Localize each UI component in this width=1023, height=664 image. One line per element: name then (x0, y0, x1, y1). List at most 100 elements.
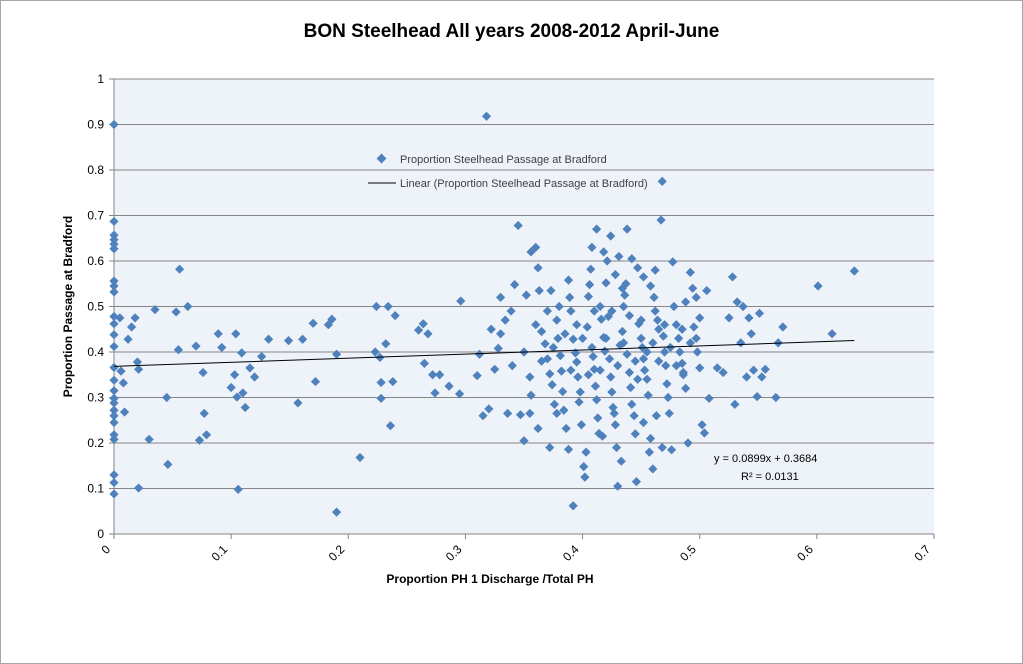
data-point (119, 407, 130, 417)
data-point (283, 336, 294, 346)
data-point (570, 348, 581, 358)
data-point (109, 477, 119, 488)
data-point (233, 484, 243, 495)
data-point (617, 283, 627, 293)
data-point (576, 420, 586, 430)
data-point (495, 329, 506, 339)
data-point (503, 408, 513, 419)
data-point (601, 278, 611, 288)
data-point (738, 301, 748, 312)
data-point (191, 341, 201, 351)
data-point (563, 275, 574, 285)
data-point (456, 296, 466, 306)
data-point (643, 390, 653, 400)
data-point (659, 347, 670, 357)
data-point (257, 351, 267, 362)
data-point (552, 315, 562, 325)
y-tick-label: 0.2 (87, 436, 104, 450)
data-point (600, 346, 610, 356)
data-point (827, 329, 837, 339)
data-point (109, 411, 119, 421)
data-point (506, 306, 516, 316)
data-point (132, 357, 143, 367)
data-point (547, 380, 557, 390)
x-tick-label: 0.5 (677, 542, 699, 564)
data-point (198, 367, 208, 378)
data-point (521, 290, 531, 300)
data-point (109, 281, 119, 291)
data-point (444, 381, 454, 391)
data-point (661, 361, 671, 371)
data-point (589, 306, 599, 316)
data-point (238, 388, 248, 398)
data-point (519, 436, 529, 446)
data-point (230, 370, 240, 380)
trendline-r-squared: R² = 0.0131 (741, 471, 799, 483)
data-point (685, 267, 695, 277)
data-point (484, 404, 494, 414)
data-point (642, 374, 652, 384)
data-point (638, 354, 649, 364)
data-point (638, 417, 649, 428)
data-point (652, 315, 663, 325)
data-point (376, 393, 386, 404)
data-point (575, 387, 585, 397)
data-point (580, 472, 590, 482)
data-point (592, 224, 602, 234)
data-point (648, 464, 658, 474)
data-point (609, 408, 619, 419)
data-point (629, 411, 639, 421)
data-point (390, 311, 400, 321)
y-tick-label: 0.6 (87, 254, 104, 268)
data-point (749, 365, 759, 375)
data-point (659, 320, 670, 330)
data-point (638, 272, 649, 282)
data-point (697, 420, 707, 430)
data-point (650, 265, 660, 275)
data-point (593, 413, 603, 423)
data-point (293, 398, 303, 408)
legend-label-trendline: Linear (Proportion Steelhead Passage at … (400, 178, 648, 190)
data-point (760, 364, 770, 374)
data-point (583, 370, 594, 380)
data-point (627, 399, 637, 409)
data-point (474, 349, 485, 359)
data-point (650, 306, 660, 316)
data-point (566, 365, 576, 375)
legend: Proportion Steelhead Passage at Bradford… (368, 153, 648, 190)
data-point (370, 347, 380, 357)
data-point (323, 320, 333, 330)
data-point (588, 351, 598, 362)
x-axis-title: Proportion PH 1 Discharge /Total PH (386, 572, 593, 586)
data-point (663, 392, 673, 403)
data-point (536, 356, 547, 366)
data-point (383, 301, 393, 312)
y-tick-label: 0 (97, 527, 104, 541)
data-point (754, 308, 765, 318)
data-point (560, 329, 570, 339)
data-point (566, 306, 576, 316)
y-tick-label: 0.5 (87, 300, 104, 314)
data-point (534, 285, 544, 296)
data-point (636, 333, 646, 343)
data-point (624, 367, 635, 378)
x-axis-ticks: 0 0.1 0.2 0.3 0.4 0.5 0.6 0.7 (98, 534, 935, 564)
y-tick-label: 0.9 (87, 118, 104, 132)
data-point (109, 398, 119, 408)
data-point (724, 313, 734, 323)
data-point (109, 434, 119, 444)
legend-marker-series (376, 153, 387, 164)
data-point (611, 442, 622, 453)
data-point (606, 372, 616, 382)
data-point (634, 319, 644, 329)
data-point (554, 301, 564, 312)
data-point (565, 292, 575, 302)
data-point (109, 470, 119, 480)
data-point (533, 263, 543, 273)
data-point (683, 438, 693, 448)
data-point (633, 263, 643, 273)
data-point (144, 434, 154, 444)
y-tick-label: 0.3 (87, 391, 104, 405)
data-point (692, 347, 702, 357)
